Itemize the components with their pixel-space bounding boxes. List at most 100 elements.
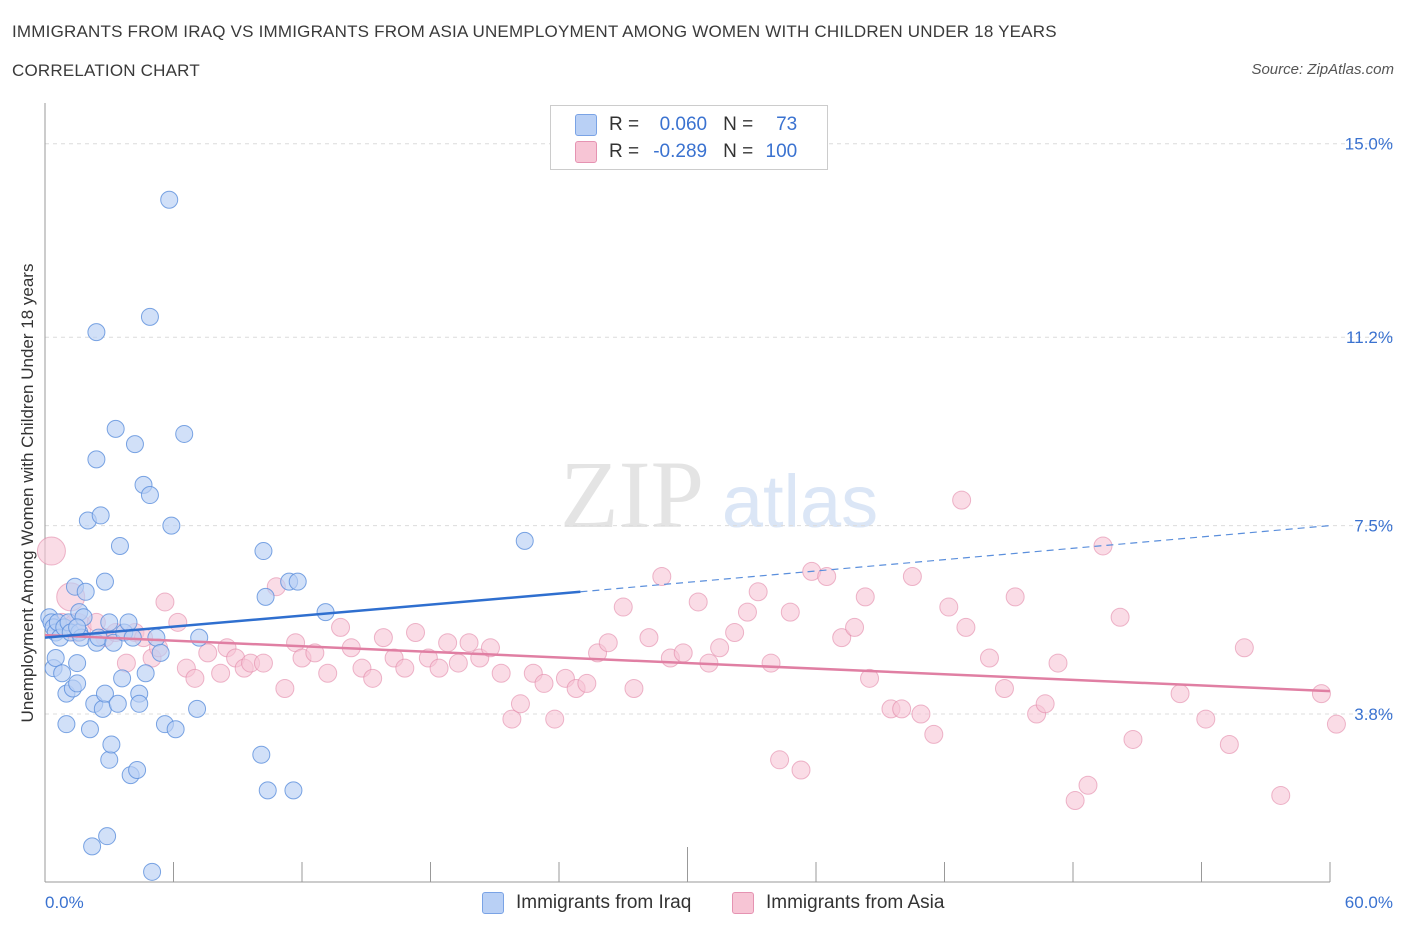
data-point-asia (952, 490, 972, 510)
data-point-asia (860, 668, 880, 688)
data-point-asia (318, 663, 338, 683)
data-point-asia (1219, 735, 1239, 755)
data-point-asia (652, 567, 672, 587)
data-point-asia (429, 658, 449, 678)
data-point-asia (491, 663, 511, 683)
data-point-asia (502, 709, 522, 729)
data-point-iraq (252, 745, 271, 764)
bottom-legend-label-iraq: Immigrants from Iraq (516, 892, 692, 913)
data-point-iraq (46, 648, 65, 667)
data-point-iraq (125, 435, 144, 454)
data-point-iraq (102, 735, 121, 754)
y-tick-label: 3.8% (1354, 705, 1393, 724)
data-point-iraq (91, 506, 110, 525)
data-point-asia (1170, 684, 1190, 704)
data-point-asia (480, 638, 500, 658)
data-point-asia (780, 602, 800, 622)
data-point-asia (373, 628, 393, 648)
data-point-asia (737, 602, 757, 622)
data-point-asia (1093, 536, 1113, 556)
legend-n-label: N = (723, 114, 754, 135)
data-point-iraq (254, 542, 273, 561)
data-point-asia (155, 592, 175, 612)
data-point-asia (577, 673, 597, 693)
data-point-asia (1048, 653, 1068, 673)
data-point-iraq (113, 669, 132, 688)
data-point-iraq (136, 664, 155, 683)
data-point-iraq (108, 694, 127, 713)
data-point-asia (438, 633, 458, 653)
bottom-legend-label-asia: Immigrants from Asia (766, 892, 945, 913)
source-label: Source: ZipAtlas.com (1251, 61, 1394, 78)
data-point-asia (791, 760, 811, 780)
data-point-asia (1271, 785, 1291, 805)
data-point-asia (598, 633, 618, 653)
data-point-iraq (95, 684, 114, 703)
trend-lines (44, 524, 1331, 693)
legend-swatch-iraq (575, 114, 597, 136)
data-point-iraq (87, 323, 106, 342)
data-point-iraq (130, 694, 149, 713)
data-point-iraq (119, 613, 138, 632)
data-point-asia (36, 536, 66, 566)
bottom-legend-asia: Immigrants from Asia (732, 890, 944, 916)
grid (45, 143, 1395, 715)
data-point-iraq (68, 674, 87, 693)
data-point-asia (448, 653, 468, 673)
data-point-asia (211, 663, 231, 683)
trend-line-iraq (44, 590, 581, 639)
data-point-iraq (68, 654, 87, 673)
data-point-iraq (143, 862, 162, 881)
watermark: ZIP atlas (560, 441, 878, 548)
data-point-asia (770, 750, 790, 770)
data-point-iraq (515, 531, 534, 550)
tick-labels: 3.8% 7.5% 11.2% 15.0% 0.0% 60.0% (45, 135, 1393, 912)
data-point-asia (761, 653, 781, 673)
data-point-asia (817, 567, 837, 587)
legend-row-asia: R = -0.289 N = 100 (575, 140, 797, 164)
data-point-asia (331, 617, 351, 637)
legend-r-value-iraq: 0.060 (659, 114, 708, 135)
data-point-asia (363, 668, 383, 688)
data-point-iraq (83, 837, 102, 856)
data-point-iraq (98, 827, 117, 846)
data-point-asia (725, 623, 745, 643)
data-point-asia (911, 704, 931, 724)
data-point-iraq (151, 643, 170, 662)
legend-r-value-asia: -0.289 (653, 141, 708, 162)
chart-title: IMMIGRANTS FROM IRAQ VS IMMIGRANTS FROM … (12, 22, 1057, 41)
data-point-asia (1005, 587, 1025, 607)
data-point-iraq (80, 720, 99, 739)
data-point-asia (902, 567, 922, 587)
data-point-asia (534, 673, 554, 693)
data-point-iraq (110, 536, 129, 555)
data-point-iraq (258, 781, 277, 800)
data-point-iraq (284, 781, 303, 800)
y-axis-title: Unemployment Among Women with Children U… (18, 263, 37, 723)
data-point-asia (688, 592, 708, 612)
data-point-asia (845, 617, 865, 637)
data-point-iraq (140, 307, 159, 326)
y-tick-label: 7.5% (1354, 517, 1393, 536)
trend-line-asia (44, 633, 1331, 693)
data-point-iraq (53, 664, 72, 683)
data-point-iraq (106, 419, 125, 438)
data-point-asia (639, 628, 659, 648)
legend-row-iraq: R = 0.060 N = 73 (575, 113, 797, 137)
data-point-iraq (57, 715, 76, 734)
data-point-asia (855, 587, 875, 607)
x-tick-label: 0.0% (45, 893, 84, 912)
data-point-asia (545, 709, 565, 729)
data-point-asia (1311, 684, 1331, 704)
data-point-asia (673, 643, 693, 663)
legend-r-label: R = (609, 114, 640, 135)
data-point-asia (832, 628, 852, 648)
data-point-iraq (93, 699, 112, 718)
trend-line-iraq-extension (580, 524, 1331, 593)
data-point-iraq (87, 450, 106, 469)
data-point-asia (1065, 791, 1085, 811)
data-point-iraq (190, 628, 209, 647)
legend-swatch-asia (575, 141, 597, 163)
data-point-asia (1234, 638, 1254, 658)
data-point-iraq (128, 760, 147, 779)
